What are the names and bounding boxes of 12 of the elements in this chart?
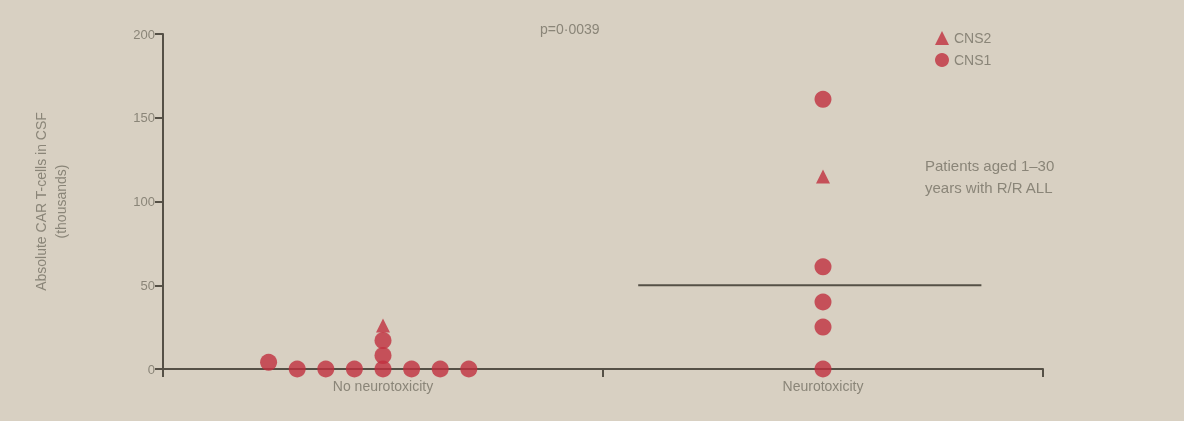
annotation: Patients aged 1–30 years with R/R ALL (925, 156, 1055, 196)
x-tick-label: No neurotoxicity (332, 378, 434, 394)
y-tick-label: 150 (133, 110, 155, 126)
y-tick-label: 0 (147, 361, 155, 377)
y-tick-label: 200 (133, 26, 155, 42)
legend-label: CNS2 (954, 30, 992, 46)
legend-label: CNS1 (954, 52, 992, 68)
y-tick-label: 50 (140, 277, 155, 293)
y-tick-label: 100 (133, 194, 155, 209)
annotation: p=0·0039 (540, 21, 600, 37)
y-axis-title: Absolute CAR T-cells in CSF (thousands) (33, 112, 69, 291)
x-tick-label: Neurotoxicity (782, 378, 864, 394)
